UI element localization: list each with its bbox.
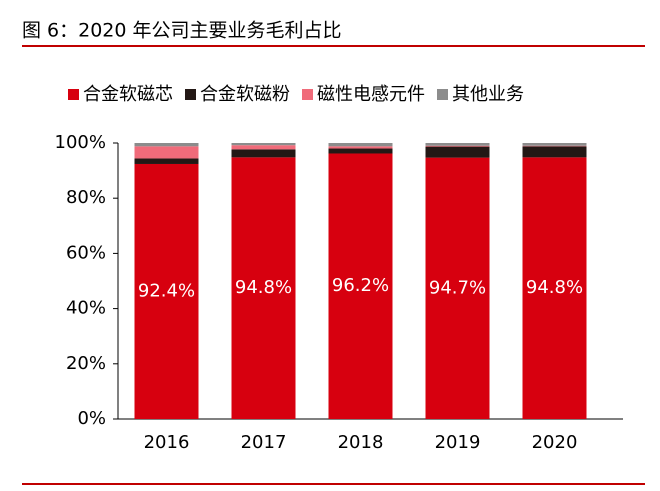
x-tick-label: 2020 (532, 432, 578, 453)
bar-segment (425, 145, 490, 147)
legend-swatch (185, 89, 196, 100)
legend-label: 其他业务 (452, 84, 524, 105)
bar-segment (425, 143, 490, 146)
bar-segment (134, 163, 199, 419)
bar-segment (328, 148, 393, 154)
chart-title: 图 6：2020 年公司主要业务毛利占比 (22, 20, 342, 42)
legend-swatch (437, 89, 448, 100)
bar-segment (328, 153, 393, 419)
legend-swatch (302, 89, 313, 100)
bar-segment (231, 143, 296, 146)
x-tick-label: 2016 (144, 432, 190, 453)
legend-label: 合金软磁粉 (200, 84, 290, 105)
x-tick-label: 2017 (241, 432, 287, 453)
x-tick-label: 2019 (435, 432, 481, 453)
bar-segment (231, 157, 296, 420)
value-label: 96.2% (332, 275, 389, 296)
x-tick-label: 2018 (338, 432, 384, 453)
bar-segment (328, 146, 393, 149)
legend-label: 磁性电感元件 (317, 84, 425, 105)
legend-swatch (68, 89, 79, 100)
bar-segment (231, 149, 296, 158)
value-label: 94.7% (429, 277, 486, 298)
value-label: 94.8% (526, 277, 583, 298)
value-label: 94.8% (235, 277, 292, 298)
bar-segment (328, 143, 393, 147)
value-label: 92.4% (138, 280, 195, 301)
y-tick-label: 0% (77, 408, 106, 429)
bar-segment (425, 157, 490, 420)
bar-segment (522, 146, 587, 158)
bar-segment (134, 158, 199, 164)
y-tick-label: 100% (55, 132, 106, 153)
bar-segment (134, 143, 199, 147)
bar-segment (522, 143, 587, 146)
legend-label: 合金软磁芯 (83, 84, 173, 105)
bar-segment (522, 145, 587, 147)
bar-segment (134, 146, 199, 159)
y-tick-label: 60% (66, 242, 106, 263)
bar-segment (425, 146, 490, 158)
y-tick-label: 20% (66, 353, 106, 374)
y-tick-label: 40% (66, 298, 106, 319)
y-tick-label: 80% (66, 187, 106, 208)
bar-segment (522, 157, 587, 420)
bar-segment (231, 145, 296, 150)
